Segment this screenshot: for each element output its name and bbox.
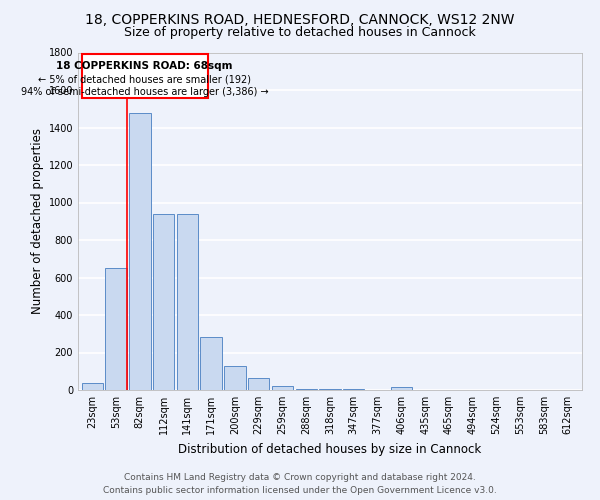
Bar — [319, 389, 341, 390]
Text: 18 COPPERKINS ROAD: 68sqm: 18 COPPERKINS ROAD: 68sqm — [56, 62, 233, 72]
Bar — [272, 386, 293, 390]
Bar — [176, 214, 198, 390]
Text: ← 5% of detached houses are smaller (192): ← 5% of detached houses are smaller (192… — [38, 74, 251, 85]
Bar — [106, 268, 127, 390]
Text: Contains HM Land Registry data © Crown copyright and database right 2024.
Contai: Contains HM Land Registry data © Crown c… — [103, 473, 497, 495]
Bar — [129, 114, 151, 390]
Bar — [296, 388, 317, 390]
Bar — [82, 382, 103, 390]
FancyBboxPatch shape — [82, 54, 208, 98]
Y-axis label: Number of detached properties: Number of detached properties — [31, 128, 44, 314]
Bar — [153, 214, 174, 390]
Text: 18, COPPERKINS ROAD, HEDNESFORD, CANNOCK, WS12 2NW: 18, COPPERKINS ROAD, HEDNESFORD, CANNOCK… — [85, 12, 515, 26]
Bar — [391, 387, 412, 390]
X-axis label: Distribution of detached houses by size in Cannock: Distribution of detached houses by size … — [178, 442, 482, 456]
Bar — [248, 378, 269, 390]
Bar — [200, 336, 222, 390]
Text: Size of property relative to detached houses in Cannock: Size of property relative to detached ho… — [124, 26, 476, 39]
Text: 94% of semi-detached houses are larger (3,386) →: 94% of semi-detached houses are larger (… — [21, 87, 268, 97]
Bar — [224, 366, 245, 390]
